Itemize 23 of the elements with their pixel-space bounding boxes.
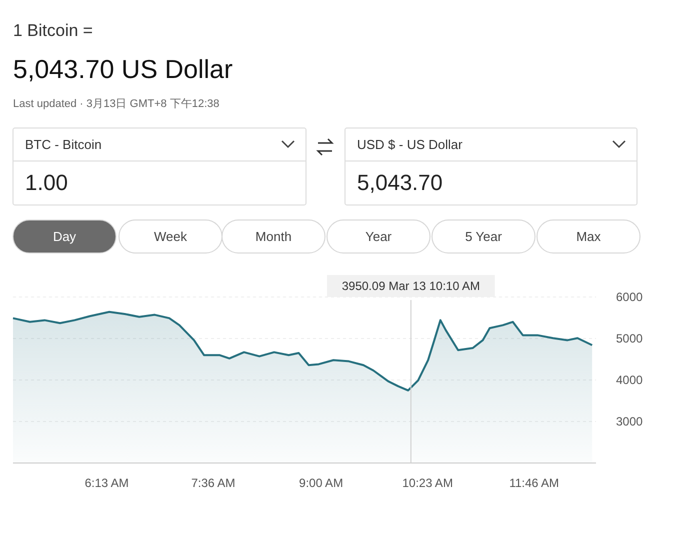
text: Day bbox=[52, 229, 77, 244]
text: Max bbox=[576, 229, 602, 244]
y-tick-label: 5000 bbox=[616, 332, 644, 346]
text: Month bbox=[255, 229, 292, 244]
text: Year bbox=[365, 229, 392, 244]
y-tick-label: 6000 bbox=[616, 290, 644, 304]
text: 5,043.70 US Dollar bbox=[13, 54, 234, 84]
text: BTC - Bitcoin bbox=[25, 137, 102, 152]
ref-line-label: 3950.09 Mar 13 10:10 AM bbox=[342, 279, 480, 293]
x-tick-label: 10:23 AM bbox=[402, 476, 453, 490]
y-tick-label: 4000 bbox=[616, 373, 644, 387]
text: 5,043.70 bbox=[357, 170, 443, 195]
text: 1.00 bbox=[25, 170, 68, 195]
x-tick-label: 6:13 AM bbox=[84, 476, 129, 490]
y-tick-label: 3000 bbox=[616, 414, 644, 428]
text: Last updated · 3月13日 GMT+8 下午12:38 bbox=[13, 98, 220, 110]
text: USD $ - US Dollar bbox=[357, 137, 464, 152]
text: 1 Bitcoin = bbox=[13, 21, 93, 40]
x-tick-label: 11:46 AM bbox=[509, 476, 560, 490]
text: Week bbox=[154, 229, 188, 244]
x-tick-label: 9:00 AM bbox=[299, 476, 344, 490]
text: 5 Year bbox=[465, 229, 503, 244]
x-tick-label: 7:36 AM bbox=[191, 476, 236, 490]
